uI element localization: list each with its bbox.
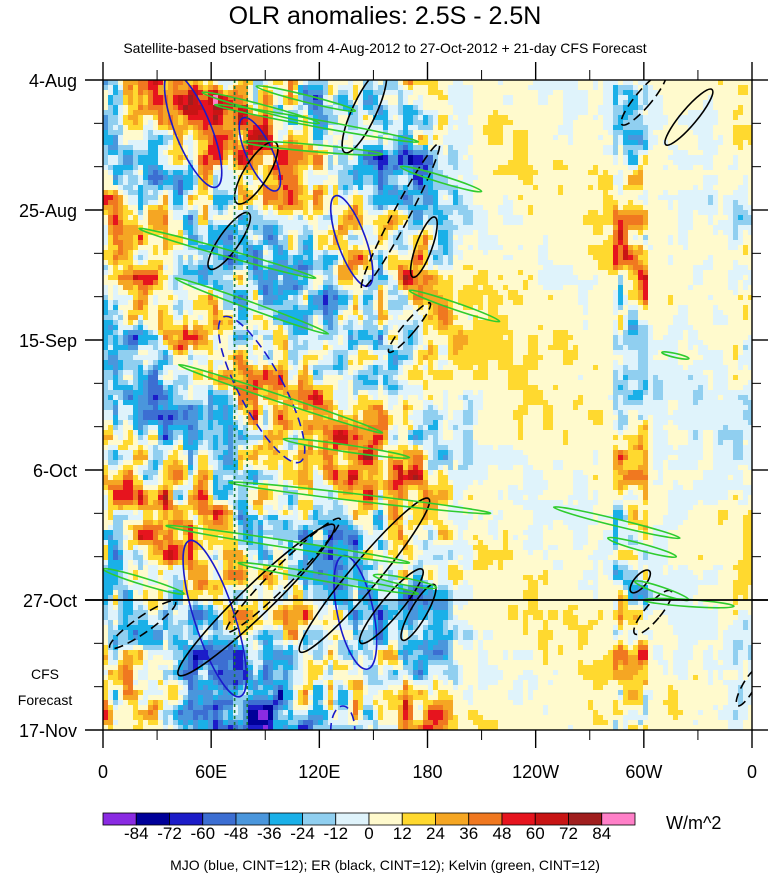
kelvin-contour [552, 505, 681, 540]
mjo-contour [329, 194, 374, 288]
kelvin-contour [408, 289, 501, 323]
er-contour [400, 583, 437, 642]
kelvin-contour [165, 524, 411, 564]
er-contour [341, 80, 388, 154]
kelvin-contour [174, 277, 330, 335]
colorbar-label: -84 [124, 824, 149, 843]
colorbar-label: 72 [559, 824, 578, 843]
y-tick-label: 25-Aug [19, 201, 77, 221]
y-axis: 4-Aug 25-Aug 15-Sep 6-Oct 27-Oct 17-Nov [19, 71, 768, 741]
heatmap-field [103, 80, 752, 730]
er-contour [387, 302, 432, 354]
cfs-label: CFS [31, 666, 59, 682]
colorbar-label: 12 [393, 824, 412, 843]
kelvin-contour [282, 437, 411, 460]
colorbar-swatch [601, 812, 636, 826]
er-contour [620, 80, 668, 126]
colorbar-label: -60 [190, 824, 215, 843]
contour-layer [103, 80, 752, 730]
er-contour [207, 211, 252, 271]
y-tick-label: 17-Nov [19, 721, 77, 741]
kelvin-contour [242, 140, 384, 156]
mjo-contour [329, 705, 356, 730]
colorbar-label: -24 [290, 824, 315, 843]
kelvin-contour [255, 84, 357, 113]
colorbar-label: 36 [459, 824, 478, 843]
er-contour [108, 600, 177, 650]
reference-lines [233, 80, 249, 730]
kelvin-contour [399, 165, 483, 193]
er-contour [629, 569, 652, 594]
forecast-label: Forecast [17, 692, 73, 708]
colorbar-label: 24 [426, 824, 445, 843]
y-tick-label: 27-Oct [23, 591, 77, 611]
kelvin-contour [661, 351, 690, 360]
x-tick-label: 60W [625, 762, 662, 782]
x-axis: 0 60E 120E 180 120W 60W 0 [98, 62, 757, 782]
er-contour [664, 88, 714, 146]
mjo-contour [182, 539, 248, 698]
colorbar-label: -12 [323, 824, 348, 843]
y-tick-label: 15-Sep [19, 331, 77, 351]
kelvin-contour [372, 573, 438, 590]
colorbar-label: 48 [493, 824, 512, 843]
x-tick-label: 120E [298, 762, 340, 782]
kelvin-contour [228, 481, 492, 515]
y-tick-label: 6-Oct [33, 461, 77, 481]
x-tick-label: 120W [512, 762, 559, 782]
kelvin-contour [138, 227, 317, 280]
chart-subtitle: Satellite-based bservations from 4-Aug-2… [123, 40, 647, 56]
kelvin-contour [201, 91, 321, 125]
colorbar-label: 0 [364, 824, 373, 843]
colorbar-units: W/m^2 [666, 813, 722, 833]
kelvin-contour [213, 103, 420, 144]
mjo-contour [217, 315, 306, 464]
chart-title: OLR anomalies: 2.5S - 2.5N [228, 2, 542, 30]
colorbar-label: -48 [224, 824, 249, 843]
kelvin-contour [177, 363, 384, 434]
colorbar: -84 -72 -60 -48 -36 -24 -12 0 12 24 36 48 60 72 84 [102, 812, 636, 843]
contour-legend-caption: MJO (blue, CINT=12); ER (black, CINT=12)… [170, 857, 600, 873]
mjo-contour [163, 80, 223, 189]
colorbar-label: -72 [157, 824, 182, 843]
x-tick-label: 0 [98, 762, 108, 782]
er-contour [409, 216, 438, 279]
kelvin-contour [103, 567, 185, 596]
x-tick-label: 0 [747, 762, 757, 782]
er-contour [225, 517, 342, 634]
colorbar-label: 60 [526, 824, 545, 843]
kelvin-contour [606, 536, 678, 559]
er-contour [298, 497, 431, 654]
colorbar-label: -36 [257, 824, 282, 843]
er-contour [177, 523, 336, 677]
x-tick-label: 60E [195, 762, 227, 782]
colorbar-label: 84 [592, 824, 611, 843]
x-tick-label: 180 [412, 762, 442, 782]
er-contour [735, 666, 752, 707]
y-tick-label: 4-Aug [29, 71, 77, 91]
kelvin-contour [237, 561, 420, 595]
mjo-contour [238, 116, 282, 192]
